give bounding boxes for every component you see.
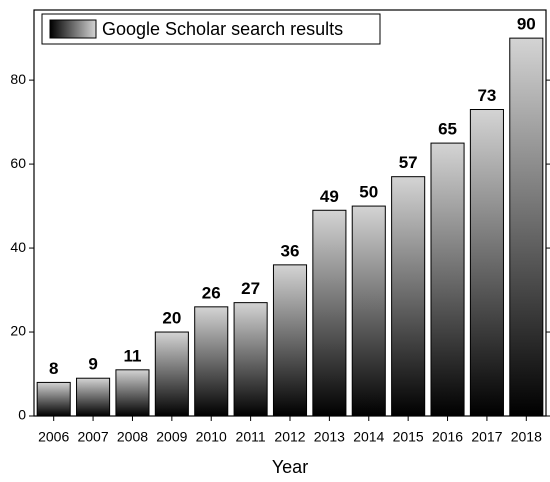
y-tick-label: 0	[18, 407, 26, 423]
x-tick-label: 2010	[196, 429, 227, 445]
data-label: 9	[88, 355, 97, 374]
x-tick-label: 2007	[77, 429, 108, 445]
legend-swatch	[49, 19, 97, 39]
data-label: 90	[517, 15, 536, 34]
data-label: 73	[477, 86, 496, 105]
x-tick-label: 2009	[156, 429, 187, 445]
legend-label: Google Scholar search results	[102, 19, 343, 39]
x-axis-label: Year	[272, 457, 308, 477]
bar	[272, 264, 308, 417]
data-label: 27	[241, 279, 260, 298]
y-tick-label: 80	[10, 71, 26, 87]
x-tick-label: 2015	[393, 429, 424, 445]
bar	[115, 369, 150, 417]
bar	[76, 377, 111, 417]
x-tick-label: 2014	[353, 429, 384, 445]
data-label: 20	[162, 309, 181, 328]
bar	[36, 381, 71, 417]
bar	[509, 37, 544, 417]
data-label: 49	[320, 187, 339, 206]
plot-frame	[33, 9, 547, 417]
bar	[233, 302, 268, 417]
bar	[430, 142, 465, 417]
x-tick-label: 2017	[471, 429, 502, 445]
data-label: 57	[399, 153, 418, 172]
data-label: 50	[359, 183, 378, 202]
x-tick-label: 2012	[274, 429, 305, 445]
x-tick-label: 2008	[117, 429, 148, 445]
y-tick-label: 40	[10, 239, 26, 255]
bar	[154, 331, 189, 417]
data-label: 36	[281, 241, 300, 260]
bar	[391, 176, 426, 417]
bar	[469, 109, 504, 417]
y-tick-label: 60	[10, 155, 26, 171]
x-tick-label: 2018	[511, 429, 542, 445]
data-label: 65	[438, 120, 457, 139]
data-label: 26	[202, 283, 221, 302]
data-label: 11	[123, 346, 141, 365]
legend-box	[41, 13, 381, 45]
bar	[194, 306, 229, 417]
x-tick-label: 2016	[432, 429, 463, 445]
bar	[351, 205, 386, 417]
y-tick-label: 20	[10, 323, 26, 339]
data-label: 8	[49, 359, 58, 378]
x-tick-label: 2006	[38, 429, 69, 445]
x-tick-label: 2011	[236, 429, 266, 445]
x-tick-label: 2013	[314, 429, 345, 445]
bar	[312, 209, 347, 417]
